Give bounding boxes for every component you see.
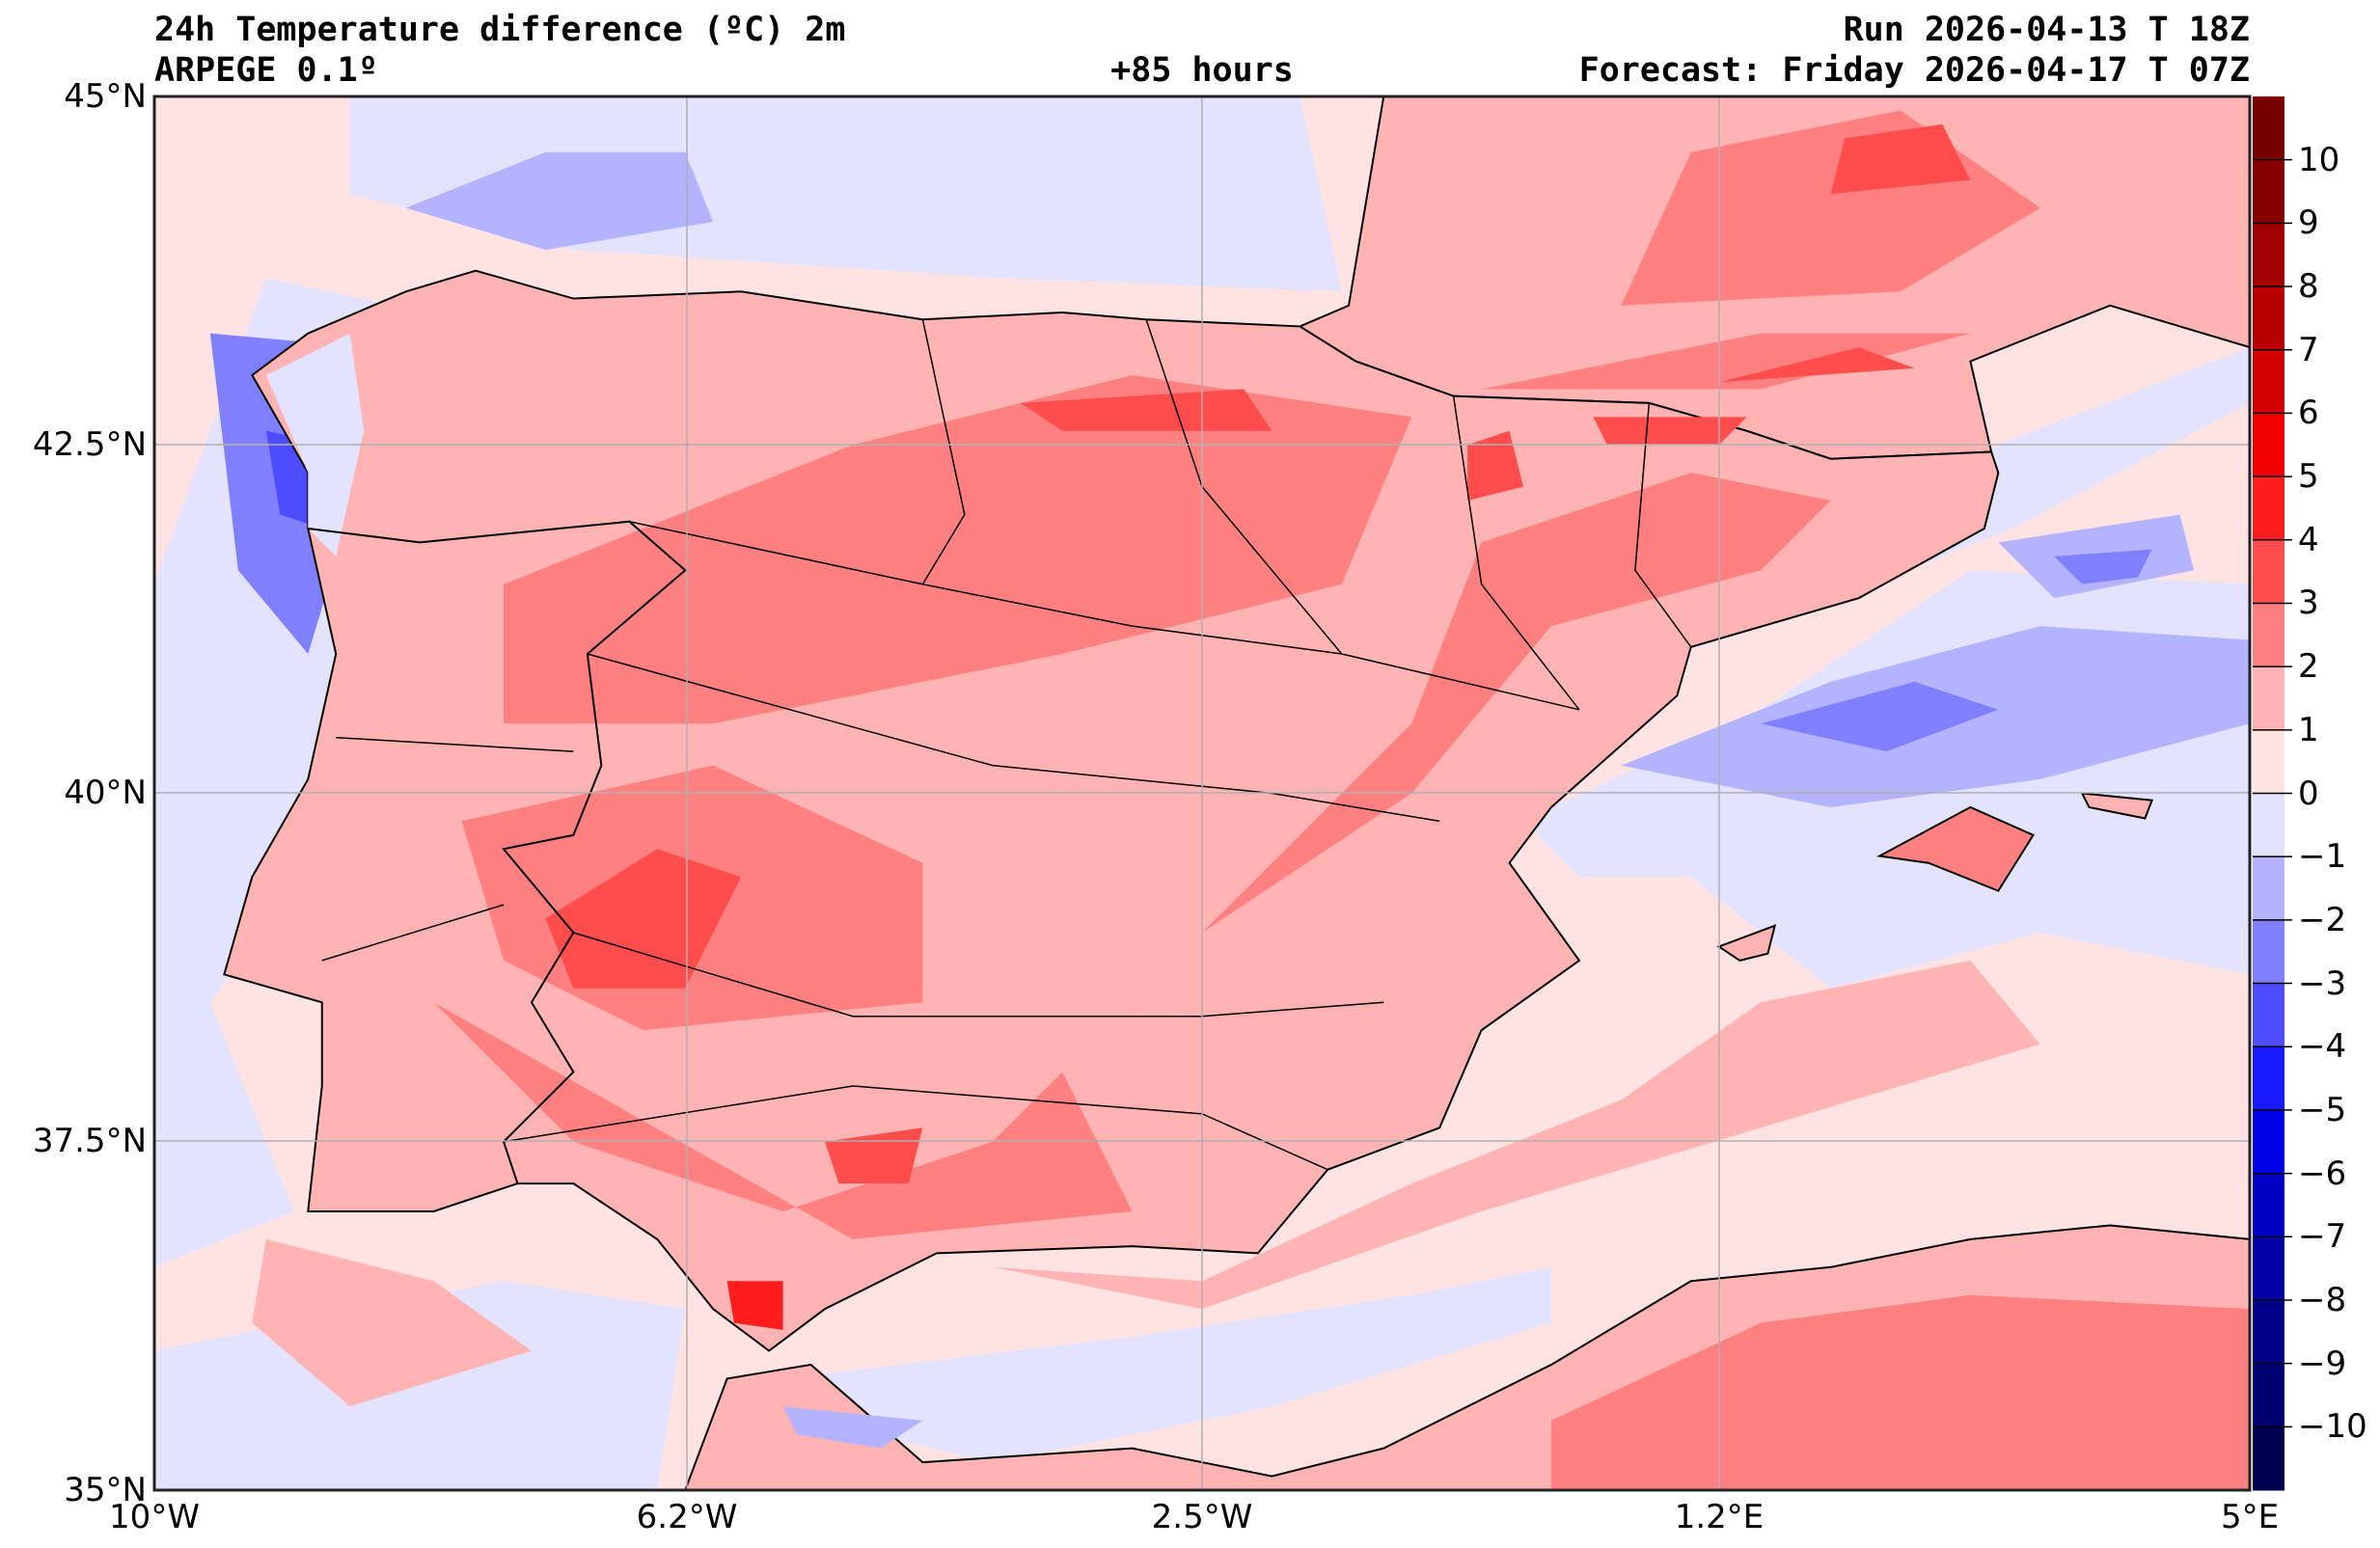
- biscay-cool-area: [349, 96, 1342, 292]
- colorbar-tick-label: 1: [2298, 710, 2319, 749]
- colorbar-tick-label: −5: [2298, 1090, 2347, 1129]
- colorbar-bin: [2253, 413, 2284, 477]
- x-tick-label: 2.5°W: [1151, 1498, 1253, 1536]
- colorbar: [2253, 96, 2292, 1491]
- biscay-cold-spot: [405, 151, 714, 250]
- colorbar-bin: [2253, 349, 2284, 414]
- colorbar-tick-label: 8: [2298, 267, 2319, 307]
- colorbar-tick-label: 0: [2298, 774, 2319, 813]
- colorbar-bin: [2253, 1363, 2284, 1427]
- y-tick-label: 42.5°N: [32, 425, 147, 464]
- france-hot-spot: [1718, 123, 1971, 383]
- lead-time-label: +85 hours: [1110, 51, 1294, 90]
- colorbar-tick-label: −6: [2298, 1154, 2347, 1193]
- colorbar-tick-label: −2: [2298, 900, 2347, 939]
- colorbar-tick-label: 6: [2298, 394, 2319, 433]
- colorbar-tick-label: 9: [2298, 204, 2319, 243]
- chart-title: 24h Temperature difference (ºC) 2m: [154, 11, 846, 49]
- colorbar-bin: [2253, 1046, 2284, 1111]
- colorbar-tick-label: 10: [2298, 140, 2340, 179]
- menorca-island: [2082, 794, 2151, 819]
- run-label: Run 2026-04-13 T 18Z: [1843, 11, 2250, 49]
- colorbar-bin: [2253, 539, 2284, 604]
- colorbar-bin: [2253, 96, 2284, 161]
- iberia-warm-area: [433, 375, 1831, 1239]
- colorbar-tick-label: −9: [2298, 1344, 2347, 1383]
- colorbar-bin: [2253, 1173, 2284, 1237]
- balearic-sea-cold-area: [1621, 514, 2250, 807]
- map-area: [154, 96, 2250, 1490]
- colorbar-bin: [2253, 286, 2284, 351]
- colorbar-bin: [2253, 603, 2284, 667]
- north-africa-cool-spot: [782, 1406, 923, 1449]
- colorbar-bin: [2253, 1109, 2284, 1175]
- colorbar-bin: [2253, 1299, 2284, 1365]
- colorbar-bin: [2253, 729, 2284, 794]
- colorbar-tick-label: −1: [2298, 837, 2347, 877]
- colorbar-bin: [2253, 919, 2284, 985]
- gulf-cadiz-warm-area: [252, 960, 2040, 1407]
- gridlines: [154, 96, 2250, 1490]
- colorbar-tick-label: 4: [2298, 520, 2319, 559]
- colorbar-tick-label: 2: [2298, 647, 2319, 687]
- x-tick-label: 1.2°E: [1674, 1498, 1764, 1536]
- x-tick-label: 10°W: [109, 1498, 200, 1536]
- colorbar-tick-label: 3: [2298, 584, 2319, 623]
- colorbar-tick-label: 7: [2298, 330, 2319, 369]
- colorbar-tick-label: −8: [2298, 1280, 2347, 1319]
- forecast-label: Forecast: Friday 2026-04-17 T 07Z: [1578, 51, 2250, 90]
- balearic-sea-cold-core: [1761, 549, 2152, 752]
- colorbar-bin: [2253, 1426, 2284, 1491]
- y-tick-label: 45°N: [64, 77, 147, 116]
- colorbar-tick-label: −3: [2298, 964, 2347, 1003]
- colorbar-bin: [2253, 476, 2284, 541]
- y-tick-label: 40°N: [64, 774, 147, 812]
- x-tick-label: 6.2°W: [636, 1498, 738, 1536]
- alboran-cool-area: [154, 1266, 1551, 1490]
- north-africa-warm-area: [1551, 1294, 2250, 1490]
- colorbar-bin: [2253, 793, 2284, 857]
- mallorca-island: [1879, 807, 2033, 891]
- map-frame: [152, 95, 2252, 1492]
- model-label: ARPEGE 0.1º: [154, 51, 378, 90]
- colorbar-tick-label: −7: [2298, 1217, 2347, 1257]
- colorbar-tick-label: 5: [2298, 457, 2319, 497]
- colorbar-bin: [2253, 159, 2284, 224]
- colorbar-bin: [2253, 983, 2284, 1047]
- colorbar-bin: [2253, 1236, 2284, 1301]
- gibraltar-hot-spot: [726, 1281, 783, 1330]
- y-tick-label: 37.5°N: [32, 1122, 147, 1160]
- colorbar-tick-label: −10: [2298, 1407, 2367, 1447]
- colorbar-bin: [2253, 666, 2284, 731]
- ibiza-island: [1719, 926, 1775, 961]
- x-tick-label: 5°E: [2220, 1498, 2280, 1536]
- colorbar-tick-label: −4: [2298, 1027, 2347, 1067]
- colorbar-bin: [2253, 856, 2284, 921]
- y-tick-label: 35°N: [64, 1471, 147, 1509]
- colorbar-bin: [2253, 223, 2284, 287]
